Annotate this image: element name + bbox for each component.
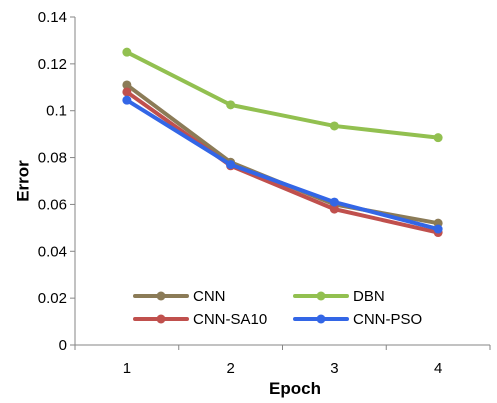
legend-label: CNN-PSO xyxy=(353,311,422,328)
y-axis-title: Error xyxy=(13,160,32,202)
x-tick-label: 1 xyxy=(123,360,131,377)
data-point-cnn xyxy=(122,80,132,90)
series-line-dbn xyxy=(124,50,441,140)
legend-item-cnn-pso: CNN-PSO xyxy=(293,311,422,328)
data-point-dbn xyxy=(433,133,443,143)
y-tick-label: 0.12 xyxy=(38,56,67,73)
legend-item-cnn-sa10: CNN-SA10 xyxy=(133,311,267,328)
legend-marker xyxy=(316,291,326,301)
series-dbn xyxy=(122,47,443,143)
data-point-dbn xyxy=(122,47,132,57)
data-point-cnn-sa10 xyxy=(122,87,132,97)
y-tick-label: 0 xyxy=(59,337,67,354)
data-point-cnn-pso xyxy=(433,224,443,234)
legend-label: CNN-SA10 xyxy=(193,311,267,328)
legend: CNN DBN CNN-SA10 CNN-PSO xyxy=(133,288,422,328)
y-tick-label: 0.06 xyxy=(38,196,67,213)
data-point-cnn-sa10 xyxy=(329,204,339,214)
data-point-cnn-pso xyxy=(329,197,339,207)
y-tick-label: 0.08 xyxy=(38,150,67,167)
legend-marker xyxy=(316,314,326,324)
y-axis-ticks: 0 0.02 0.04 0.06 0.08 0.1 0.12 0.14 xyxy=(38,9,75,354)
data-point-cnn-pso xyxy=(226,160,236,170)
series-cnn-pso xyxy=(122,95,443,234)
series-cnn xyxy=(122,80,443,228)
legend-label: DBN xyxy=(353,288,385,305)
legend-marker xyxy=(156,291,166,301)
legend-label: CNN xyxy=(193,288,226,305)
y-tick-label: 0.02 xyxy=(38,290,67,307)
legend-marker xyxy=(156,314,166,324)
x-axis-ticks: 1 2 3 4 xyxy=(74,345,491,377)
data-point-dbn xyxy=(226,100,236,110)
legend-item-cnn: CNN xyxy=(133,288,226,305)
series-line-cnn-pso xyxy=(124,98,441,232)
legend-item-dbn: DBN xyxy=(293,288,385,305)
series-line-cnn xyxy=(124,82,441,226)
data-point-dbn xyxy=(329,121,339,131)
data-point-cnn-pso xyxy=(122,95,132,105)
x-tick-label: 2 xyxy=(226,360,234,377)
series-line-cnn-sa10 xyxy=(124,89,441,235)
x-tick-label: 4 xyxy=(434,360,442,377)
x-tick-label: 3 xyxy=(330,360,338,377)
y-tick-label: 0.14 xyxy=(38,9,67,26)
y-tick-label: 0.1 xyxy=(46,103,67,120)
x-axis-title: Epoch xyxy=(269,379,321,398)
series-layer xyxy=(122,47,443,238)
y-tick-label: 0.04 xyxy=(38,243,67,260)
